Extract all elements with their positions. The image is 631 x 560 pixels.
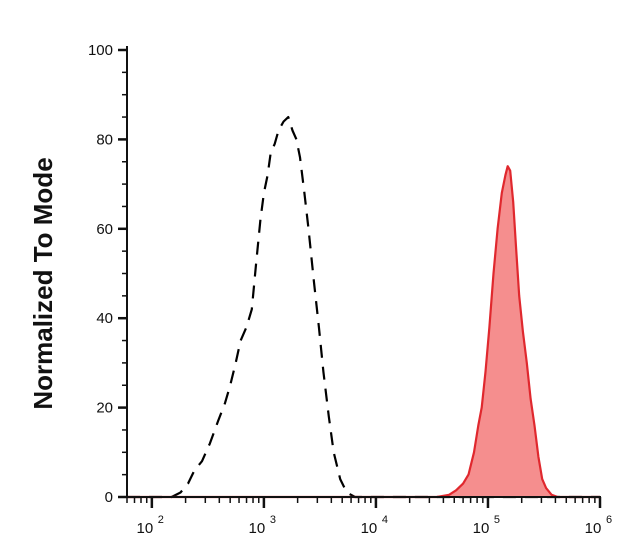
x-tick-exponent: 5 — [494, 514, 500, 526]
plot-area — [127, 116, 600, 499]
series-1-line — [127, 116, 600, 499]
x-tick-label: 10 — [361, 520, 378, 537]
y-tick-label: 60 — [96, 221, 113, 238]
x-tick-exponent: 2 — [158, 514, 164, 526]
axes: 0 20 40 60 80 100 10 2 10 3 10 4 10 5 10 6 Normalized To… — [28, 42, 612, 537]
y-tick-label: 40 — [96, 310, 113, 327]
series-2-fill — [127, 166, 600, 497]
series-2-line — [127, 165, 600, 499]
y-tick-label: 100 — [88, 42, 113, 59]
x-tick-label: 10 — [249, 520, 266, 537]
y-tick-label: 0 — [105, 489, 113, 506]
y-tick-label: 80 — [96, 131, 113, 148]
y-tick-label: 20 — [96, 400, 113, 417]
x-tick-exponent: 3 — [270, 514, 276, 526]
x-tick-label: 10 — [137, 520, 154, 537]
x-tick-exponent: 4 — [382, 514, 388, 526]
y-axis-title: Normalized To Mode — [28, 157, 58, 409]
x-tick-label: 10 — [473, 520, 490, 537]
x-tick-exponent: 6 — [606, 514, 612, 526]
x-tick-label: 10 — [585, 520, 602, 537]
